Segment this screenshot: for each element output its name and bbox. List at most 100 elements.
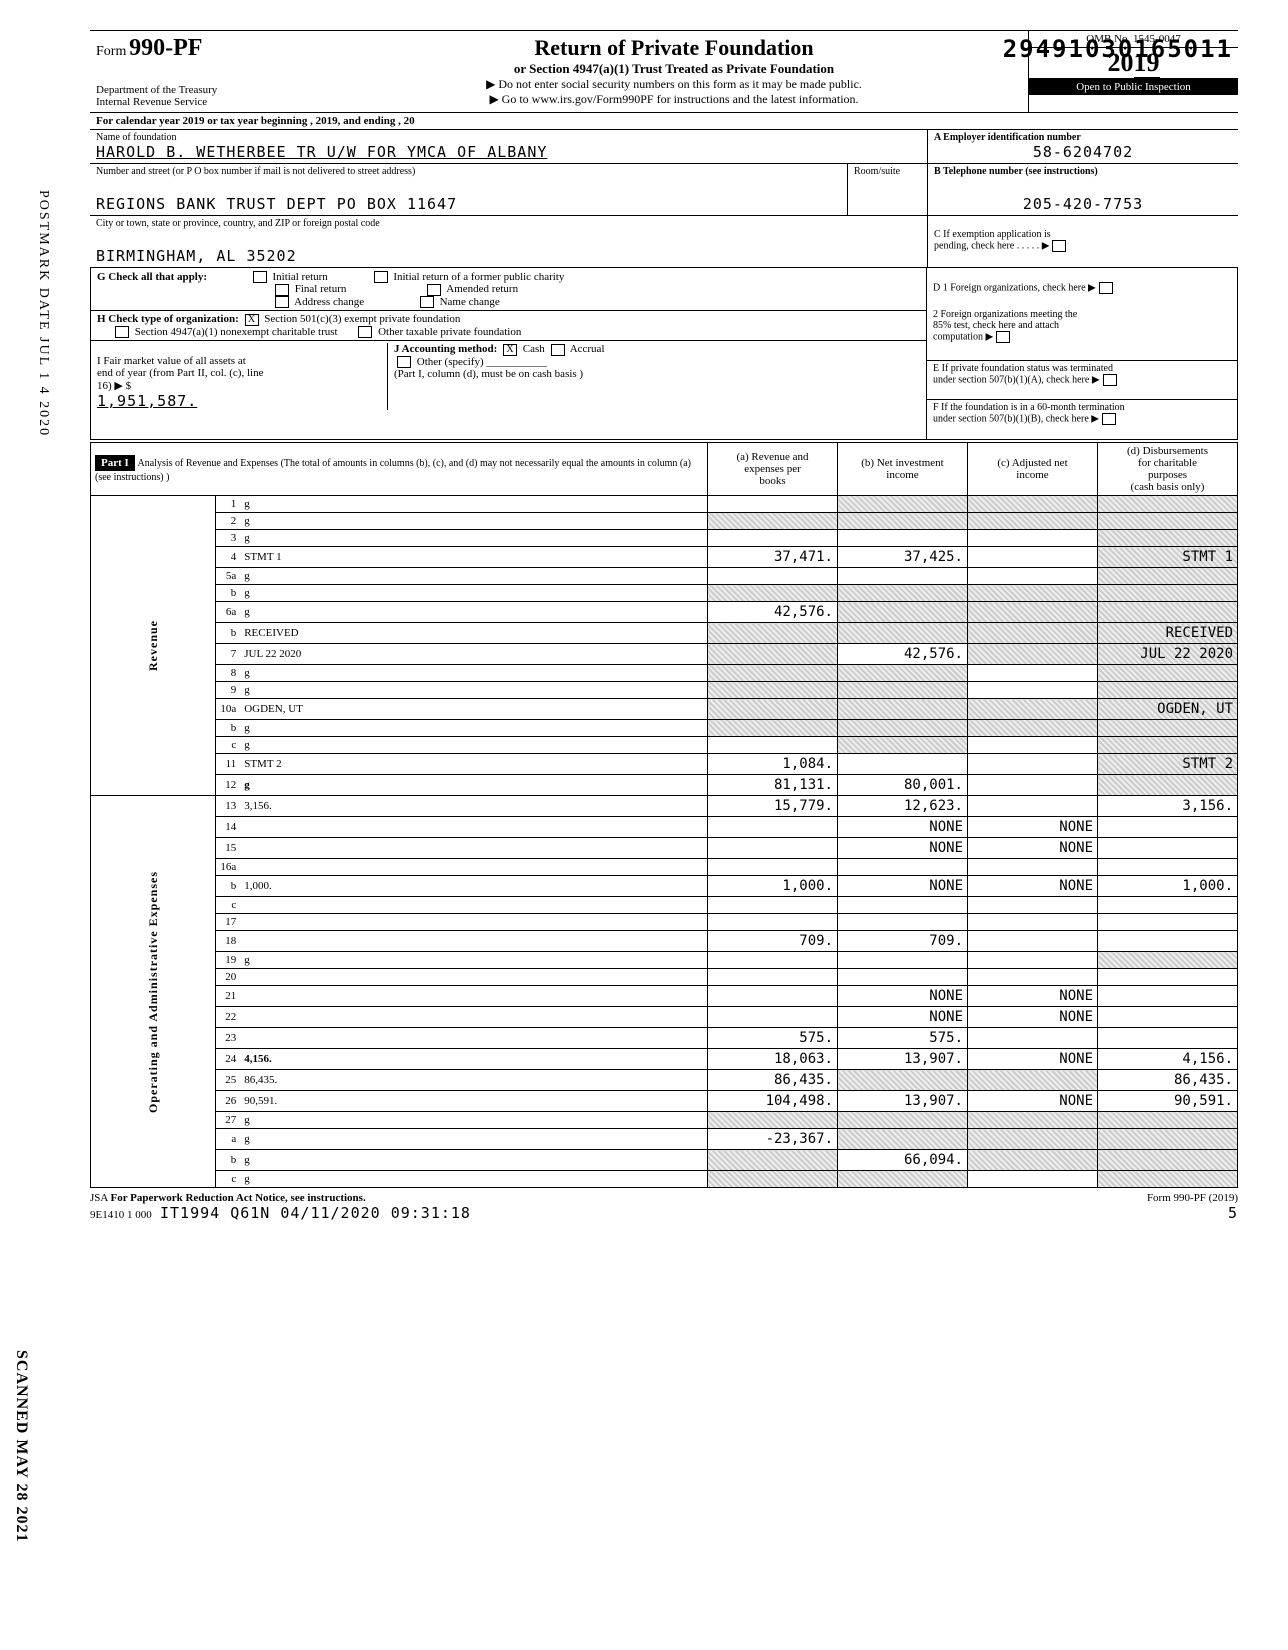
cell-a (708, 513, 838, 530)
cell-c (968, 602, 1098, 623)
col-d: (d) Disbursements for charitable purpose… (1098, 443, 1238, 496)
dept-treasury: Department of the Treasury (96, 84, 314, 96)
line-desc: JUL 22 2020 (240, 644, 707, 665)
table-row: 2690,591.104,498.13,907.NONE90,591. (91, 1091, 1238, 1112)
j-note: (Part I, column (d), must be on cash bas… (394, 368, 583, 380)
cell-a (708, 952, 838, 969)
j-cash[interactable]: X (503, 344, 517, 356)
line-number: 8 (216, 665, 240, 682)
cell-b (838, 754, 968, 775)
line-number: c (216, 897, 240, 914)
h-label: H Check type of organization: (97, 313, 239, 325)
cell-a: 1,084. (708, 754, 838, 775)
line-number: b (216, 720, 240, 737)
line-desc (240, 931, 707, 952)
cell-a (708, 585, 838, 602)
table-row: bRECEIVEDRECEIVED (91, 623, 1238, 644)
g-initial-former[interactable] (374, 271, 388, 283)
cell-c (968, 1028, 1098, 1049)
table-row: 9g (91, 682, 1238, 699)
cell-c: NONE (968, 1049, 1098, 1070)
cell-a: 42,576. (708, 602, 838, 623)
h-other[interactable] (358, 326, 372, 338)
table-row: 3g (91, 530, 1238, 547)
cell-d (1098, 602, 1238, 623)
g-amended[interactable] (427, 284, 441, 296)
cell-d (1098, 1150, 1238, 1171)
line-desc: 86,435. (240, 1070, 707, 1091)
name-label: Name of foundation (96, 132, 921, 143)
line-number: 4 (216, 547, 240, 568)
cell-a (708, 914, 838, 931)
line-desc: g (240, 513, 707, 530)
line-number: 3 (216, 530, 240, 547)
j-accrual[interactable] (551, 344, 565, 356)
line-desc: g (240, 665, 707, 682)
cell-b (838, 952, 968, 969)
line-desc: g (240, 952, 707, 969)
h-4947[interactable] (115, 326, 129, 338)
table-row: 5ag (91, 568, 1238, 585)
cell-c (968, 1112, 1098, 1129)
g-name[interactable] (420, 296, 434, 308)
h-opt-other: Other taxable private foundation (378, 326, 521, 338)
cell-d (1098, 1171, 1238, 1188)
pra-notice: For Paperwork Reduction Act Notice, see … (111, 1192, 366, 1204)
line-desc (240, 986, 707, 1007)
line-desc (240, 1007, 707, 1028)
cell-c: NONE (968, 838, 1098, 859)
cell-a: 37,471. (708, 547, 838, 568)
cell-d (1098, 859, 1238, 876)
line-number: 2 (216, 513, 240, 530)
g-final[interactable] (275, 284, 289, 296)
cell-d: JUL 22 2020 (1098, 644, 1238, 665)
line-desc: g (240, 737, 707, 754)
line-desc (240, 897, 707, 914)
j-other-cb[interactable] (397, 356, 411, 368)
line-number: 13 (216, 796, 240, 817)
d1-checkbox[interactable] (1099, 282, 1113, 294)
dept-irs: Internal Revenue Service (96, 96, 314, 108)
cell-a (708, 1150, 838, 1171)
line-desc: g (240, 1150, 707, 1171)
table-row: 4STMT 137,471.37,425.STMT 1 (91, 547, 1238, 568)
cell-a (708, 817, 838, 838)
form-ref: Form 990-PF (2019) (1147, 1192, 1238, 1204)
form-label: Form (96, 44, 126, 59)
part1-label: Part I (95, 455, 135, 471)
table-row: 17 (91, 914, 1238, 931)
h-501c3[interactable]: X (245, 314, 259, 326)
line-desc: g (240, 568, 707, 585)
cell-b (838, 530, 968, 547)
title-sub: or Section 4947(a)(1) Trust Treated as P… (324, 61, 1024, 77)
cell-a (708, 737, 838, 754)
c-checkbox[interactable] (1052, 240, 1066, 252)
f-checkbox[interactable] (1102, 413, 1116, 425)
j-opt-cash: Cash (523, 343, 545, 355)
line-number: 14 (216, 817, 240, 838)
cell-d (1098, 530, 1238, 547)
e-checkbox[interactable] (1103, 374, 1117, 386)
line-desc: 3,156. (240, 796, 707, 817)
cell-d (1098, 513, 1238, 530)
table-row: 244,156.18,063.13,907.NONE4,156. (91, 1049, 1238, 1070)
line-desc: RECEIVED (240, 623, 707, 644)
cell-b: NONE (838, 817, 968, 838)
cell-d: OGDEN, UT (1098, 699, 1238, 720)
g-label: G Check all that apply: (97, 271, 207, 283)
cell-c (968, 1171, 1098, 1188)
line-desc: 4,156. (240, 1049, 707, 1070)
i-label: I Fair market value of all assets at end… (97, 355, 263, 392)
g-address[interactable] (275, 296, 289, 308)
city-state-zip: BIRMINGHAM, AL 35202 (96, 247, 921, 265)
line-number: 24 (216, 1049, 240, 1070)
g-initial-return[interactable] (253, 271, 267, 283)
line-number: b (216, 623, 240, 644)
cell-c (968, 682, 1098, 699)
line-number: 7 (216, 644, 240, 665)
note-ssn: ▶ Do not enter social security numbers o… (324, 77, 1024, 92)
d2-checkbox[interactable] (996, 331, 1010, 343)
cell-d (1098, 496, 1238, 513)
cell-b: 37,425. (838, 547, 968, 568)
col-c: (c) Adjusted net income (968, 443, 1098, 496)
